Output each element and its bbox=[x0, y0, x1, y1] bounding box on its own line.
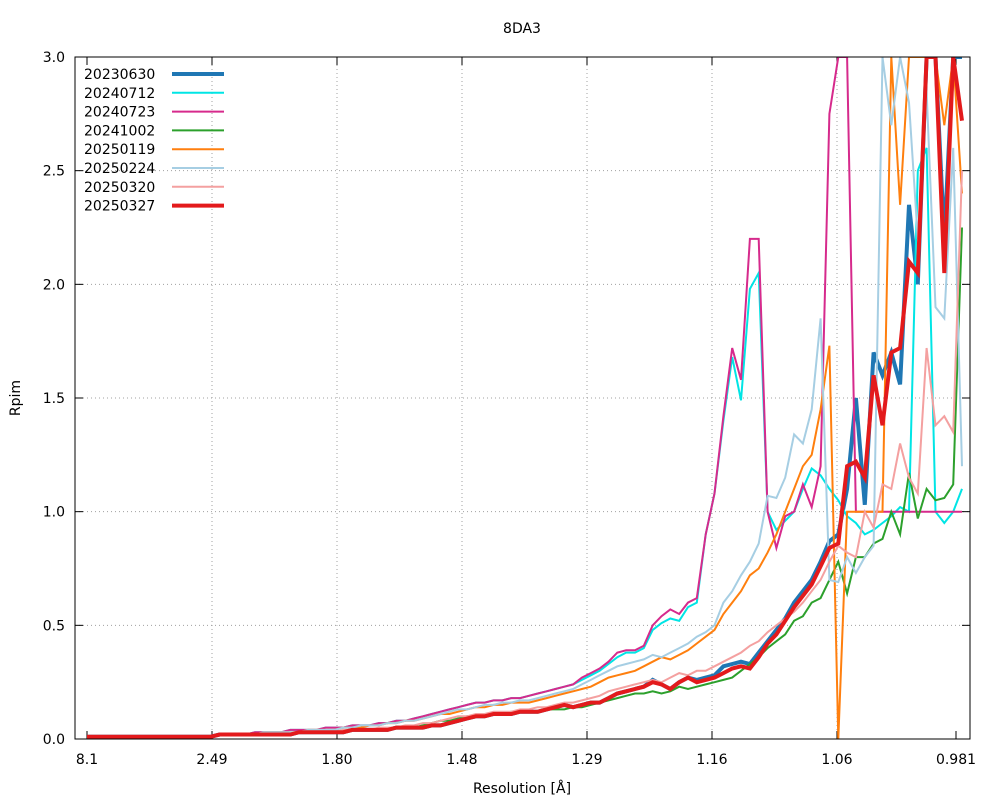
grid bbox=[75, 57, 970, 739]
legend-label-20230630: 20230630 bbox=[84, 67, 155, 83]
y-tick-label: 1.0 bbox=[43, 505, 65, 521]
legend-label-20240723: 20240723 bbox=[84, 105, 155, 121]
y-tick-label: 0.0 bbox=[43, 732, 65, 748]
x-tick-label: 0.981 bbox=[936, 752, 976, 768]
legend: 20230630 20240712 20240723 20241002 20250119… bbox=[84, 67, 224, 215]
legend-label-20250320: 20250320 bbox=[84, 180, 155, 196]
legend-label-20250224: 20250224 bbox=[84, 161, 155, 177]
y-tick-label: 3.0 bbox=[43, 50, 65, 66]
y-tick-label: 0.5 bbox=[43, 618, 65, 634]
series-line-20250320 bbox=[87, 170, 963, 738]
plot-frame bbox=[74, 56, 971, 740]
series-line-20250119 bbox=[87, 57, 963, 739]
x-tick-label: 1.06 bbox=[821, 752, 852, 768]
x-tick-label: 1.16 bbox=[696, 752, 727, 768]
x-tick-label: 2.49 bbox=[196, 752, 227, 768]
legend-label-20241002: 20241002 bbox=[84, 123, 155, 139]
x-tick-label: 1.48 bbox=[446, 752, 477, 768]
y-tick-label: 1.5 bbox=[43, 391, 65, 407]
x-tick-label: 1.29 bbox=[571, 752, 602, 768]
chart-title: 8DA3 bbox=[503, 21, 541, 37]
axis-ticks: 0.0 0.5 1.0 1.5 2.0 2.5 3.0 8.1 2.49 1.80 1.48 1.29… bbox=[43, 50, 976, 768]
legend-label-20250119: 20250119 bbox=[84, 142, 155, 158]
series-line-20241002 bbox=[87, 227, 963, 738]
series-lines bbox=[87, 57, 964, 739]
y-tick-label: 2.0 bbox=[43, 277, 65, 293]
x-tick-label: 8.1 bbox=[76, 752, 98, 768]
x-tick-label: 1.80 bbox=[321, 752, 352, 768]
y-axis-label: Rpim bbox=[8, 380, 24, 416]
legend-label-20240712: 20240712 bbox=[84, 86, 155, 102]
legend-label-20250327: 20250327 bbox=[84, 199, 155, 215]
x-axis-label: Resolution [Å] bbox=[473, 780, 571, 797]
series-line-20250327 bbox=[87, 57, 964, 739]
y-tick-label: 2.5 bbox=[43, 164, 65, 180]
